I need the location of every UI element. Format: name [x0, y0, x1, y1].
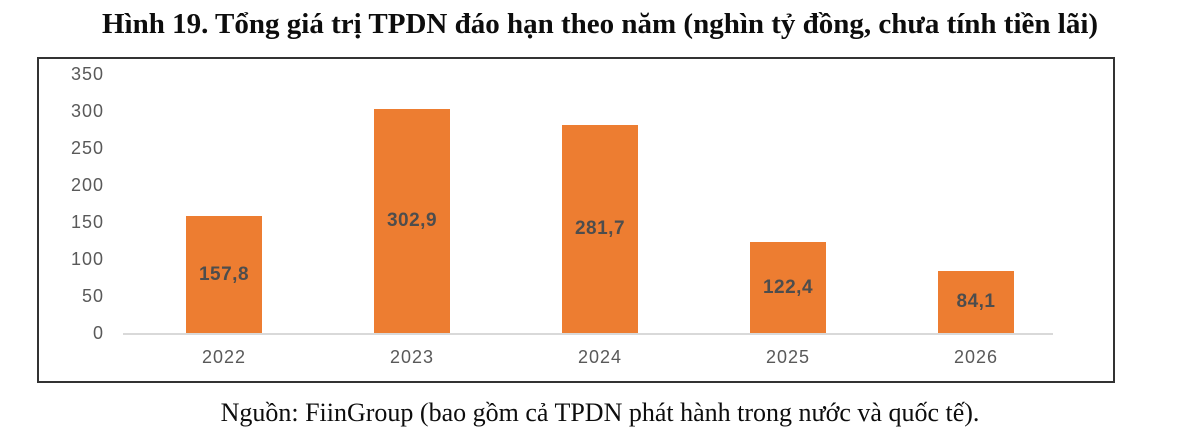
- bar-2026: 84,1: [938, 270, 1014, 333]
- plot-area: 0 50 100 150 200 250 300 350 157,8 302,9 281,7 122,…: [39, 59, 1113, 381]
- y-axis-tick-label: 100: [70, 249, 104, 269]
- bar-value-label: 122,4: [762, 276, 814, 298]
- x-axis-line: [123, 333, 1053, 335]
- x-axis-tick-label: 2023: [389, 347, 435, 367]
- y-axis-tick-label: 150: [70, 212, 104, 232]
- y-axis-tick-label: 250: [70, 138, 104, 158]
- y-axis-tick-label: 50: [81, 286, 104, 306]
- bar-value-label: 302,9: [386, 209, 438, 231]
- bar-2022: 157,8: [186, 216, 262, 333]
- chart-frame: 0 50 100 150 200 250 300 350 157,8 302,9 281,7 122,…: [37, 57, 1115, 383]
- x-axis-tick-label: 2025: [765, 347, 811, 367]
- bar-2024: 281,7: [562, 124, 638, 333]
- figure-caption: Nguồn: FiinGroup (bao gồm cả TPDN phát h…: [220, 398, 980, 427]
- y-axis-tick-label: 300: [70, 101, 104, 121]
- y-axis-tick-label: 350: [70, 64, 104, 84]
- y-axis-tick-label: 200: [70, 175, 104, 195]
- x-axis-tick-label: 2026: [953, 347, 999, 367]
- bar-value-label: 84,1: [956, 290, 996, 312]
- bar-2023: 302,9: [374, 108, 450, 333]
- bar-value-label: 281,7: [574, 217, 626, 239]
- bar-value-label: 157,8: [198, 263, 250, 285]
- y-axis-tick-label: 0: [92, 323, 104, 343]
- x-axis-tick-label: 2022: [201, 347, 247, 367]
- figure-title: Hình 19. Tổng giá trị TPDN đáo hạn theo …: [101, 8, 1099, 40]
- x-axis-tick-label: 2024: [577, 347, 623, 367]
- bar-2025: 122,4: [750, 242, 826, 333]
